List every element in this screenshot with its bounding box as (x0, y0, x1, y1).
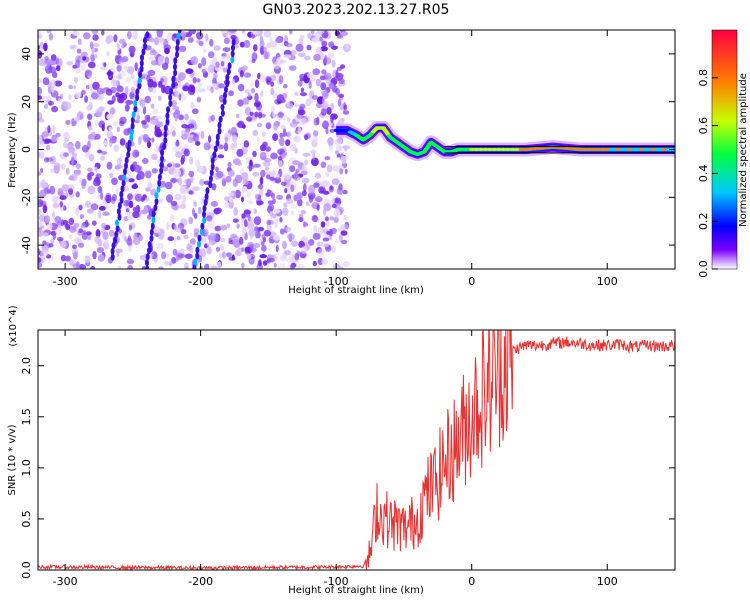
top-y-axis: -40 -20 0 20 40 (20, 47, 675, 254)
colorbar-label: Normalized spectral amplitude (738, 73, 749, 227)
signal-track (333, 121, 675, 162)
y-tick-label: 0 (20, 146, 33, 153)
colorbar-tick-label: 0.8 (697, 69, 710, 87)
y-tick-label: 40 (20, 47, 33, 61)
x-tick-label: 0 (468, 275, 475, 288)
top-y-axis-label: Frequency (Hz) (7, 112, 18, 188)
bottom-y-axis: 0.0 0.5 1.0 1.5 2.0 (20, 357, 675, 579)
colorbar: 0.0 0.2 0.4 0.6 0.8 Normalized spectral ampl… (697, 29, 749, 278)
x-tick-label: -300 (53, 275, 78, 288)
x-tick-label: -100 (324, 275, 349, 288)
chart-title: GN03.2023.202.13.27.R05 (262, 2, 450, 18)
x-tick-label: -200 (188, 275, 213, 288)
bottom-y-axis-label: SNR (10 * v/v) (7, 424, 18, 495)
y-tick-label: 0.5 (20, 510, 33, 528)
colorbar-tick-label: 0.6 (697, 117, 710, 135)
colorbar-ticks: 0.0 0.2 0.4 0.6 0.8 (697, 69, 718, 278)
x-tick-label: 100 (597, 275, 618, 288)
bottom-panel: -300 -200 -100 0 100 0.0 0.5 1.0 1.5 2.0 Height … (7, 305, 676, 596)
x-tick-label: -300 (53, 575, 78, 588)
x-tick-label: 0 (468, 575, 475, 588)
colorbar-gradient (711, 29, 738, 270)
snr-series-line (38, 330, 675, 570)
colorbar-tick-label: 0.4 (697, 165, 710, 183)
y-tick-label: -20 (20, 188, 33, 206)
y-tick-label: -40 (20, 236, 33, 254)
bottom-x-axis-label: Height of straight line (km) (288, 585, 424, 596)
y-tick-label: 2.0 (20, 357, 33, 375)
y-tick-label: 1.0 (20, 459, 33, 477)
top-x-axis-label: Height of straight line (km) (288, 285, 424, 296)
x-tick-label: -200 (188, 575, 213, 588)
noise-field (38, 30, 351, 269)
bottom-y-exponent-label: (x10^4) (8, 305, 19, 346)
y-tick-label: 0.0 (20, 561, 33, 579)
colorbar-tick-label: 0.0 (697, 260, 710, 278)
top-x-axis: -300 -200 -100 0 100 (53, 30, 618, 288)
x-tick-label: -100 (324, 575, 349, 588)
bottom-x-axis: -300 -200 -100 0 100 (53, 330, 618, 588)
y-tick-label: 1.5 (20, 408, 33, 426)
x-tick-label: 100 (597, 575, 618, 588)
y-tick-label: 20 (20, 95, 33, 109)
colorbar-tick-label: 0.2 (697, 212, 710, 230)
bottom-plot-frame (37, 329, 676, 571)
